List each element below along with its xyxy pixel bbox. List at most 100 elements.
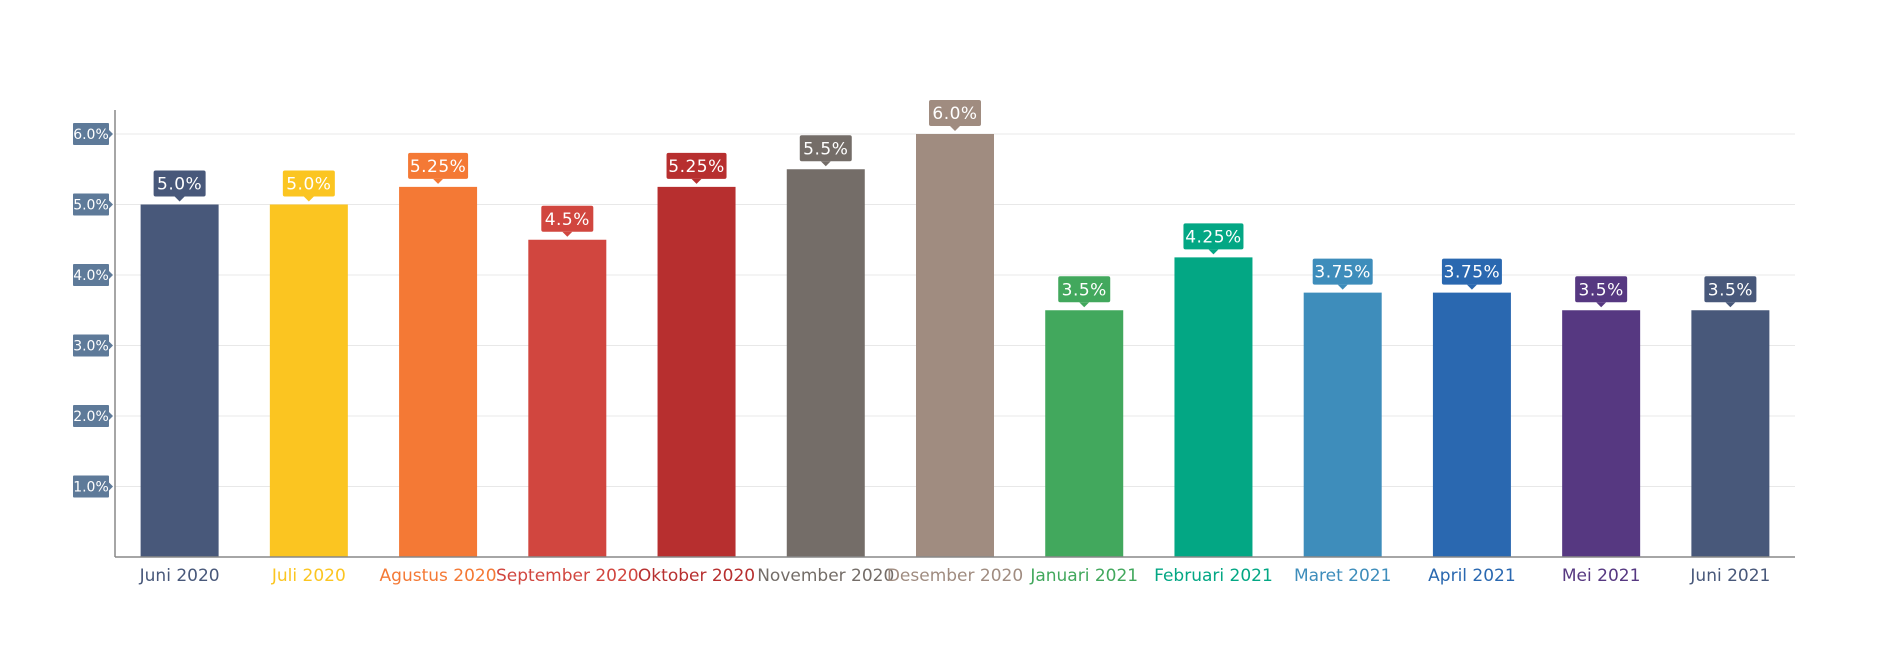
x-tick-label: September 2020 bbox=[496, 566, 639, 586]
value-badge bbox=[666, 152, 727, 179]
x-tick-label: Maret 2021 bbox=[1294, 566, 1392, 586]
value-badge bbox=[1441, 258, 1502, 285]
bar bbox=[1303, 292, 1382, 557]
value-label-text: 3.75% bbox=[1314, 263, 1371, 283]
y-tick-badge bbox=[73, 334, 109, 357]
value-badge bbox=[799, 135, 852, 162]
x-tick-label: Februari 2021 bbox=[1154, 566, 1273, 586]
value-label-text: 6.0% bbox=[932, 104, 977, 124]
value-badge-pointer bbox=[1208, 249, 1219, 255]
value-badge bbox=[1183, 223, 1244, 250]
value-badge-pointer bbox=[174, 196, 185, 202]
value-label-text: 4.5% bbox=[545, 210, 590, 230]
value-label: 5.0% bbox=[282, 170, 335, 202]
value-badge bbox=[541, 205, 594, 232]
value-badge-pointer bbox=[691, 178, 702, 184]
bar bbox=[1562, 310, 1641, 557]
bar bbox=[657, 186, 736, 557]
y-tick-badge bbox=[73, 264, 109, 286]
x-tick-label: Agustus 2020 bbox=[380, 566, 497, 586]
value-badge-pointer bbox=[1337, 284, 1348, 290]
value-badge bbox=[282, 170, 335, 197]
y-tick-label: 6.0% bbox=[73, 127, 109, 143]
y-tick-label: 2.0% bbox=[73, 409, 109, 425]
y-tick-label: 3.0% bbox=[73, 339, 109, 355]
value-badge bbox=[929, 100, 981, 126]
value-label-text: 5.25% bbox=[410, 157, 467, 177]
bar bbox=[140, 204, 219, 557]
y-tick-pointer bbox=[109, 412, 113, 420]
value-label-text: 5.0% bbox=[157, 175, 202, 195]
y-tick-label: 5.0% bbox=[73, 198, 109, 214]
y-tick-pointer bbox=[109, 341, 113, 350]
value-badge-pointer bbox=[820, 161, 831, 167]
value-label-text: 4.25% bbox=[1185, 227, 1242, 247]
y-tick: 2.0% bbox=[73, 405, 113, 427]
y-tick-label: 1.0% bbox=[73, 480, 109, 496]
x-tick-label: April 2021 bbox=[1428, 566, 1516, 586]
value-badge-pointer bbox=[1466, 284, 1477, 290]
value-badge-pointer bbox=[1596, 302, 1607, 308]
y-tick-badge bbox=[73, 123, 109, 145]
value-label: 5.0% bbox=[153, 170, 206, 202]
value-label: 6.0% bbox=[929, 100, 981, 131]
value-badge bbox=[1704, 276, 1757, 303]
bar bbox=[269, 204, 348, 557]
y-tick-pointer bbox=[109, 130, 113, 138]
value-badge bbox=[408, 152, 469, 179]
value-labels: 5.0% 5.0% 5.25% 4.5% 5.25% 5.5% 6.0% 3.5% 4.25% 3… bbox=[153, 100, 1757, 308]
bar bbox=[399, 186, 478, 557]
value-label-text: 3.5% bbox=[1062, 280, 1107, 300]
x-tick-label: Juni 2021 bbox=[1689, 566, 1770, 586]
bar bbox=[916, 134, 994, 557]
value-badge-pointer bbox=[433, 178, 444, 184]
value-badge-pointer bbox=[1725, 302, 1736, 308]
value-label: 3.5% bbox=[1575, 276, 1628, 308]
value-badge-pointer bbox=[1079, 302, 1090, 308]
value-label-text: 5.5% bbox=[803, 139, 848, 159]
value-label: 3.75% bbox=[1312, 258, 1373, 290]
x-tick-label: Juni 2020 bbox=[139, 566, 220, 586]
bars bbox=[140, 134, 1770, 557]
x-tick-label: November 2020 bbox=[757, 566, 894, 586]
value-badge bbox=[153, 170, 206, 197]
value-label-text: 3.5% bbox=[1579, 280, 1624, 300]
value-label-text: 5.25% bbox=[668, 157, 725, 177]
value-label: 4.5% bbox=[541, 205, 594, 237]
x-tick-label: Oktober 2020 bbox=[638, 566, 755, 586]
y-tick: 4.0% bbox=[73, 264, 113, 286]
value-label-text: 3.5% bbox=[1708, 280, 1753, 300]
value-badge-pointer bbox=[303, 196, 314, 202]
x-axis-labels: Juni 2020 Juli 2020 Agustus 2020 September … bbox=[139, 566, 1771, 586]
x-tick-label: Desember 2020 bbox=[887, 566, 1023, 586]
value-label-text: 5.0% bbox=[286, 175, 331, 195]
value-badge bbox=[1312, 258, 1373, 285]
bar bbox=[528, 239, 607, 557]
y-tick: 3.0% bbox=[73, 334, 113, 357]
value-label: 3.75% bbox=[1441, 258, 1502, 290]
y-tick-pointer bbox=[109, 482, 113, 491]
y-tick-badge bbox=[73, 475, 109, 498]
value-label: 3.5% bbox=[1058, 276, 1111, 308]
y-tick: 1.0% bbox=[73, 475, 113, 498]
y-tick-label: 4.0% bbox=[73, 268, 109, 284]
bar bbox=[1174, 257, 1253, 557]
bar bbox=[1691, 310, 1770, 557]
value-badge-pointer bbox=[950, 126, 960, 131]
y-tick-badge bbox=[73, 405, 109, 427]
value-label: 4.25% bbox=[1183, 223, 1244, 255]
bar bbox=[786, 169, 865, 557]
y-tick-pointer bbox=[109, 271, 113, 279]
value-label: 5.5% bbox=[799, 135, 852, 167]
y-tick-badge bbox=[73, 193, 109, 216]
x-tick-label: Mei 2021 bbox=[1562, 566, 1641, 586]
value-label: 5.25% bbox=[408, 152, 469, 184]
y-tick: 6.0% bbox=[73, 123, 113, 145]
y-tick-pointer bbox=[109, 200, 113, 209]
value-badge bbox=[1575, 276, 1628, 303]
value-badge-pointer bbox=[562, 231, 573, 237]
x-tick-label: Januari 2021 bbox=[1029, 566, 1138, 586]
value-label: 5.25% bbox=[666, 152, 727, 184]
